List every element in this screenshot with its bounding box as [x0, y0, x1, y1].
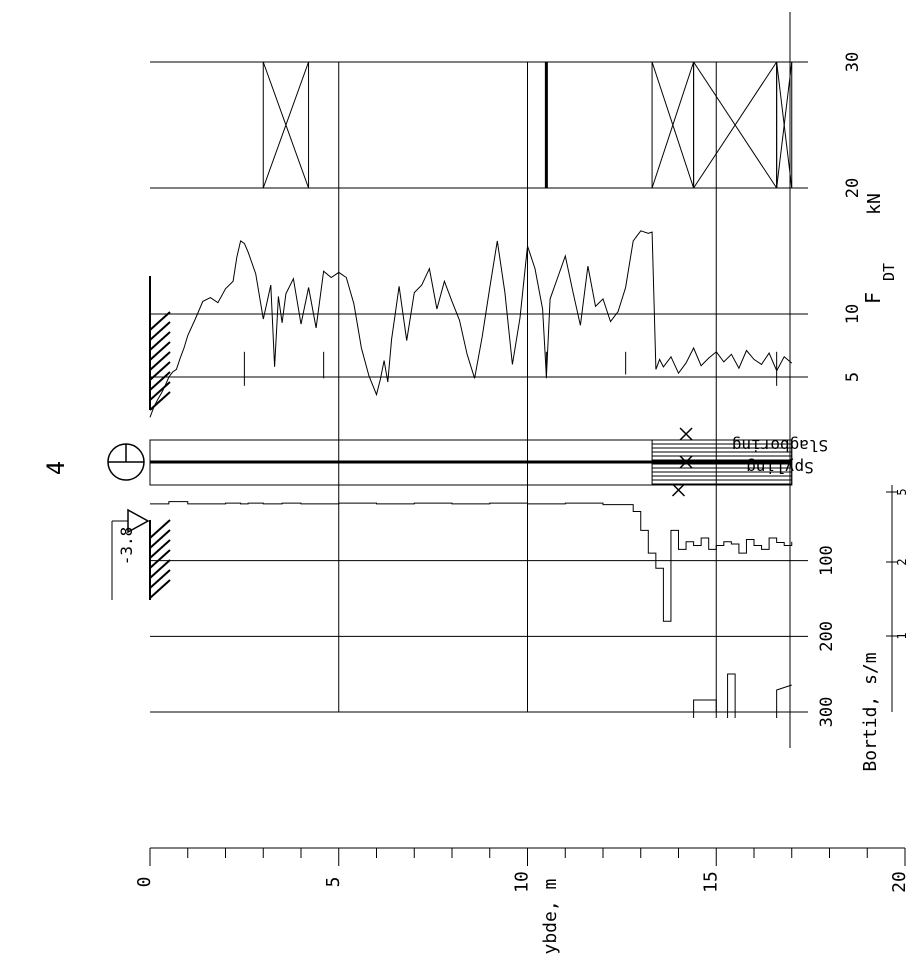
- drilltime-tick-label: 100: [817, 545, 837, 576]
- water-level-label: -3.8: [117, 527, 136, 566]
- force-symbol: F: [861, 292, 885, 304]
- depth-axis: [149, 847, 906, 866]
- ground-hatch: [149, 559, 171, 579]
- drilltime-secondary-label: 1: [895, 632, 909, 639]
- ground-hatch: [149, 579, 171, 599]
- drilltime-tick-label: 200: [817, 621, 837, 652]
- ground-hatch: [149, 569, 171, 589]
- depth-tick-label: 0: [134, 877, 155, 888]
- ground-hatch: [149, 321, 171, 341]
- drilltime-line: [150, 501, 793, 622]
- method-bands: [149, 427, 793, 497]
- ground-hatch: [149, 381, 171, 401]
- depth-tick-label: 5: [323, 877, 344, 888]
- band-slagboring: [149, 439, 793, 463]
- band-spyling: [149, 461, 793, 486]
- ground-hatch: [149, 351, 171, 371]
- force-tick-label: 5: [843, 372, 863, 382]
- grid-lines: [150, 12, 898, 748]
- ground-hatch: [149, 519, 171, 539]
- force-line: [149, 230, 793, 418]
- force-tick-label: 20: [843, 178, 863, 198]
- ground-hatch: [149, 311, 171, 331]
- chart-title: 4: [42, 461, 70, 475]
- ground-hatch: [149, 371, 171, 391]
- cross-line: [651, 61, 695, 189]
- force-tick-label: 30: [843, 52, 863, 72]
- crossed-box: [776, 61, 793, 189]
- depth-tick-label: 15: [700, 871, 721, 893]
- cross-line: [693, 61, 778, 189]
- flush-label: Spyling: [746, 458, 813, 477]
- x-marker: [679, 427, 693, 441]
- ground-hatch: [149, 341, 171, 361]
- depth-tick-label: 10: [512, 871, 533, 893]
- crossed-boxes: [262, 61, 793, 189]
- x-marker: [679, 455, 693, 469]
- crossed-box: [262, 61, 310, 189]
- symbols: [107, 276, 171, 600]
- drilltime-tick-label: 300: [817, 697, 837, 728]
- ground-hatch: [149, 529, 171, 549]
- force-axis-label: kN: [864, 193, 885, 215]
- drilltime-series: [150, 501, 793, 718]
- force-tick-label: 10: [843, 304, 863, 324]
- drilltime-tail: [693, 673, 792, 718]
- drilltime-axis-label: Bortid, s/m: [860, 652, 881, 771]
- hammer-label: Slagboring: [732, 436, 828, 455]
- ground-hatch: [149, 549, 171, 569]
- cross-line: [262, 61, 310, 189]
- hatch-frame: [651, 439, 793, 486]
- ground-hatch: [149, 391, 171, 411]
- ground-hatch: [149, 331, 171, 351]
- x-marker: [671, 483, 686, 497]
- depth-axis-label: Dybde, m: [540, 879, 561, 955]
- depth-tick-label: 20: [889, 871, 910, 893]
- cross-line: [776, 61, 793, 189]
- ground-hatch: [149, 539, 171, 559]
- force-series: [149, 230, 793, 418]
- drilltime-secondary-label: 5: [895, 488, 909, 495]
- force-subscript: DT: [880, 263, 898, 281]
- drilltime-secondary-label: 2: [895, 558, 909, 565]
- ground-hatch: [149, 361, 171, 381]
